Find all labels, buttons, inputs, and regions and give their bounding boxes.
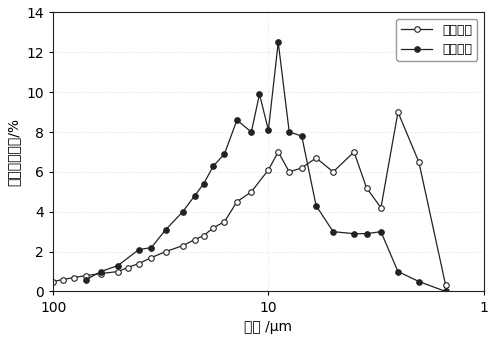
流失颗粒 (180, 210, 186, 214)
入渗颗粒 (351, 150, 357, 154)
入渗颗粒 (395, 110, 401, 114)
入渗颗粒 (200, 234, 206, 238)
流失颗粒 (416, 280, 422, 284)
流失颗粒 (163, 228, 169, 232)
入渗颗粒 (443, 283, 448, 287)
流失颗粒 (330, 229, 336, 234)
流失颗粒 (363, 232, 369, 236)
流失颗粒 (192, 194, 198, 198)
入渗颗粒 (248, 190, 254, 194)
入渗颗粒 (125, 266, 131, 270)
入渗颗粒 (416, 160, 422, 164)
流失颗粒 (299, 134, 305, 138)
流失颗粒 (395, 269, 401, 273)
流失颗粒 (84, 278, 90, 282)
入渗颗粒 (210, 226, 216, 230)
入渗颗粒 (378, 206, 384, 210)
入渗颗粒 (299, 166, 305, 170)
流失颗粒 (275, 40, 281, 44)
入渗颗粒 (265, 168, 271, 172)
入渗颗粒 (60, 278, 66, 282)
流失颗粒 (234, 118, 240, 122)
流失颗粒 (148, 246, 154, 250)
入渗颗粒 (192, 238, 198, 242)
入渗颗粒 (50, 280, 56, 284)
流失颗粒 (210, 164, 216, 168)
流失颗粒 (98, 269, 104, 273)
入渗颗粒 (275, 150, 281, 154)
Line: 入渗颗粒: 入渗颗粒 (50, 109, 448, 288)
入渗颗粒 (148, 255, 154, 260)
入渗颗粒 (234, 200, 240, 204)
X-axis label: 粒径 /μm: 粒径 /μm (245, 320, 293, 334)
入渗颗粒 (313, 156, 319, 160)
Y-axis label: 颗粒粒径体积/%: 颗粒粒径体积/% (7, 118, 21, 186)
Line: 流失颗粒: 流失颗粒 (84, 40, 448, 294)
入渗颗粒 (330, 170, 336, 174)
流失颗粒 (265, 128, 271, 132)
流失颗粒 (200, 182, 206, 186)
流失颗粒 (313, 204, 319, 208)
流失颗粒 (443, 290, 448, 294)
入渗颗粒 (221, 220, 227, 224)
入渗颗粒 (71, 276, 77, 280)
入渗颗粒 (363, 186, 369, 190)
流失颗粒 (256, 92, 262, 96)
入渗颗粒 (180, 243, 186, 248)
入渗颗粒 (98, 271, 104, 276)
Legend: 入渗颗粒, 流失颗粒: 入渗颗粒, 流失颗粒 (396, 19, 477, 61)
入渗颗粒 (136, 262, 142, 266)
流失颗粒 (248, 130, 254, 134)
入渗颗粒 (163, 250, 169, 254)
流失颗粒 (351, 232, 357, 236)
入渗颗粒 (84, 273, 90, 278)
流失颗粒 (286, 130, 292, 134)
流失颗粒 (136, 248, 142, 252)
入渗颗粒 (115, 269, 121, 273)
入渗颗粒 (286, 170, 292, 174)
流失颗粒 (221, 152, 227, 156)
流失颗粒 (115, 264, 121, 268)
流失颗粒 (378, 229, 384, 234)
